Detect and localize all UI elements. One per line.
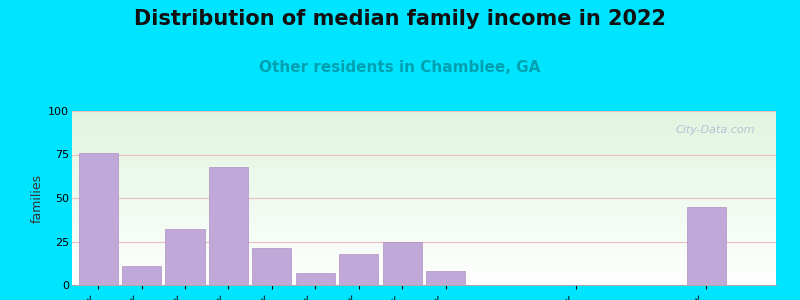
Y-axis label: families: families [31, 173, 44, 223]
Bar [426, 271, 466, 285]
Bar [209, 167, 248, 285]
Bar [166, 229, 205, 285]
Bar [382, 242, 422, 285]
Bar [122, 266, 161, 285]
Text: Distribution of median family income in 2022: Distribution of median family income in … [134, 9, 666, 29]
Bar [78, 153, 118, 285]
Bar [339, 254, 378, 285]
Bar [252, 248, 291, 285]
Bar [296, 273, 335, 285]
Bar [687, 207, 726, 285]
Text: Other residents in Chamblee, GA: Other residents in Chamblee, GA [259, 60, 541, 75]
Text: City-Data.com: City-Data.com [675, 125, 755, 135]
